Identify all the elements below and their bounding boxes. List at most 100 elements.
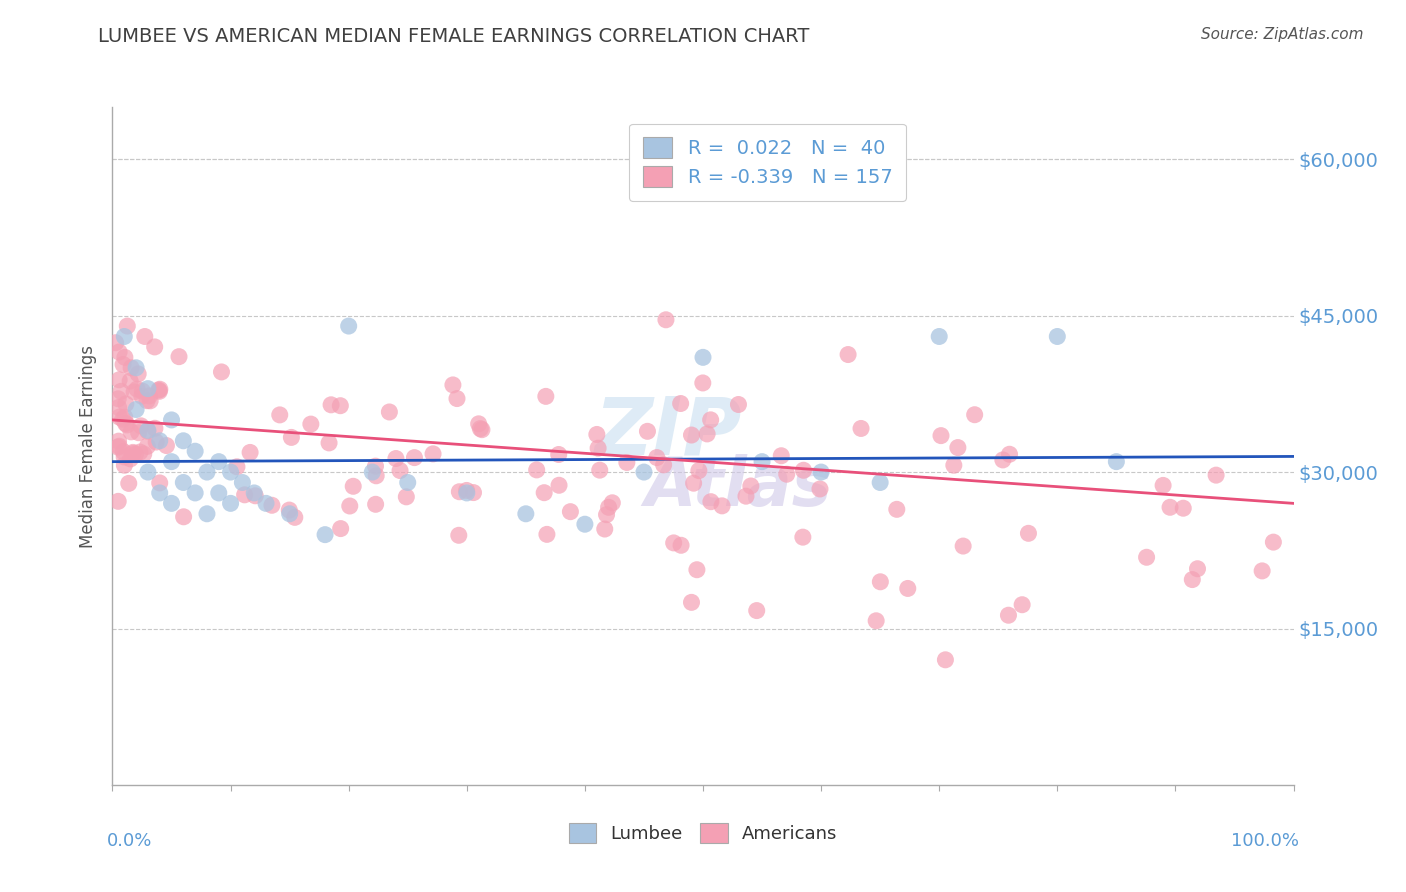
Point xyxy=(688,464,710,478)
Point xyxy=(125,360,148,375)
Point xyxy=(118,476,141,491)
Point xyxy=(662,536,685,550)
Point xyxy=(127,367,149,381)
Point xyxy=(107,401,129,415)
Point xyxy=(602,496,624,510)
Point xyxy=(112,358,135,372)
Point xyxy=(132,447,155,461)
Point xyxy=(595,508,617,522)
Point xyxy=(378,405,401,419)
Point xyxy=(314,527,336,541)
Point xyxy=(886,502,908,516)
Point xyxy=(526,463,548,477)
Point xyxy=(136,382,159,396)
Point xyxy=(1187,562,1209,576)
Point xyxy=(395,490,418,504)
Point xyxy=(669,396,692,410)
Point xyxy=(114,351,136,365)
Text: 100.0%: 100.0% xyxy=(1232,832,1299,850)
Point xyxy=(446,392,468,406)
Point xyxy=(160,496,183,510)
Point xyxy=(669,538,692,552)
Point xyxy=(422,447,444,461)
Point xyxy=(998,447,1021,461)
Point xyxy=(655,313,678,327)
Point xyxy=(463,485,485,500)
Point xyxy=(184,486,207,500)
Point xyxy=(122,446,145,460)
Point xyxy=(776,467,799,482)
Point xyxy=(897,582,920,596)
Point xyxy=(319,398,342,412)
Legend: Lumbee, Americans: Lumbee, Americans xyxy=(561,816,845,850)
Point xyxy=(447,528,470,542)
Point xyxy=(108,373,131,387)
Point xyxy=(686,563,709,577)
Point xyxy=(173,509,195,524)
Text: ZIP: ZIP xyxy=(593,393,741,472)
Point xyxy=(865,614,887,628)
Point xyxy=(136,393,159,408)
Point xyxy=(441,378,464,392)
Text: Atlas: Atlas xyxy=(645,454,832,520)
Point xyxy=(131,384,153,398)
Point xyxy=(616,455,638,469)
Point xyxy=(589,463,612,477)
Point xyxy=(585,427,607,442)
Point xyxy=(245,489,267,503)
Point xyxy=(122,445,145,459)
Point xyxy=(160,413,183,427)
Point xyxy=(699,413,721,427)
Point xyxy=(692,351,714,365)
Point xyxy=(364,459,387,474)
Point xyxy=(364,497,387,511)
Point xyxy=(869,475,891,490)
Point xyxy=(810,465,832,479)
Point xyxy=(1159,500,1181,515)
Point xyxy=(547,448,569,462)
Point xyxy=(952,539,974,553)
Point xyxy=(260,498,283,512)
Point xyxy=(837,347,859,361)
Point xyxy=(129,418,152,433)
Point xyxy=(107,440,129,454)
Point xyxy=(342,479,364,493)
Point xyxy=(112,450,135,464)
Y-axis label: Median Female Earnings: Median Female Earnings xyxy=(79,344,97,548)
Point xyxy=(1263,535,1285,549)
Point xyxy=(404,450,426,465)
Point xyxy=(928,329,950,343)
Point xyxy=(449,484,471,499)
Point xyxy=(233,488,256,502)
Point xyxy=(125,402,148,417)
Point xyxy=(107,434,129,449)
Point xyxy=(107,494,129,508)
Point xyxy=(195,465,218,479)
Point xyxy=(934,653,956,667)
Point xyxy=(997,608,1019,623)
Point xyxy=(808,482,831,496)
Point xyxy=(1046,329,1069,343)
Point xyxy=(337,319,360,334)
Point xyxy=(172,475,194,490)
Point xyxy=(645,450,668,465)
Point xyxy=(211,365,233,379)
Point xyxy=(108,439,131,453)
Point xyxy=(231,475,253,490)
Point xyxy=(195,507,218,521)
Text: 0.0%: 0.0% xyxy=(107,832,152,850)
Point xyxy=(593,522,616,536)
Point xyxy=(145,435,167,450)
Point xyxy=(112,444,135,458)
Point xyxy=(138,389,160,403)
Point xyxy=(112,329,135,343)
Point xyxy=(111,412,134,426)
Point xyxy=(139,393,162,408)
Point xyxy=(1205,468,1227,483)
Point xyxy=(681,595,703,609)
Point xyxy=(226,459,249,474)
Text: LUMBEE VS AMERICAN MEDIAN FEMALE EARNINGS CORRELATION CHART: LUMBEE VS AMERICAN MEDIAN FEMALE EARNING… xyxy=(98,27,810,45)
Point xyxy=(160,455,183,469)
Point xyxy=(278,507,301,521)
Point xyxy=(149,486,172,500)
